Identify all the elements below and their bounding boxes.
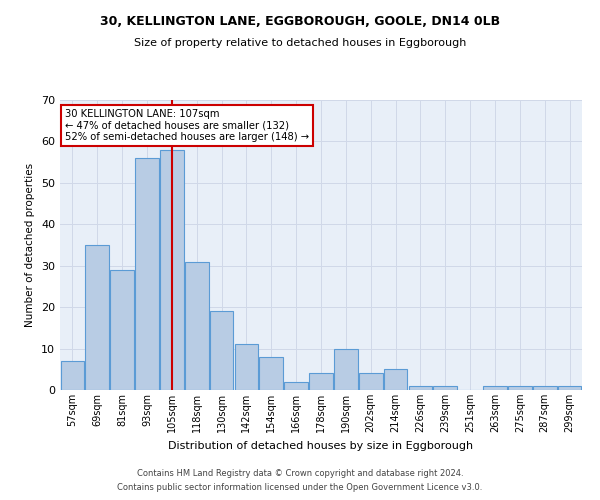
Y-axis label: Number of detached properties: Number of detached properties [25,163,35,327]
Bar [384,370,407,390]
Bar [359,374,383,390]
Bar [533,386,557,390]
Bar [85,245,109,390]
Bar [508,386,532,390]
Text: Size of property relative to detached houses in Eggborough: Size of property relative to detached ho… [134,38,466,48]
Text: Contains HM Land Registry data © Crown copyright and database right 2024.: Contains HM Land Registry data © Crown c… [137,468,463,477]
Bar [309,374,333,390]
Bar [235,344,258,390]
Bar [334,348,358,390]
Bar [185,262,209,390]
Bar [259,357,283,390]
Bar [409,386,432,390]
Bar [558,386,581,390]
Text: 30, KELLINGTON LANE, EGGBOROUGH, GOOLE, DN14 0LB: 30, KELLINGTON LANE, EGGBOROUGH, GOOLE, … [100,15,500,28]
Bar [284,382,308,390]
Bar [61,361,84,390]
Bar [135,158,159,390]
Bar [433,386,457,390]
X-axis label: Distribution of detached houses by size in Eggborough: Distribution of detached houses by size … [169,440,473,450]
Bar [483,386,507,390]
Bar [110,270,134,390]
Bar [210,312,233,390]
Text: 30 KELLINGTON LANE: 107sqm
← 47% of detached houses are smaller (132)
52% of sem: 30 KELLINGTON LANE: 107sqm ← 47% of deta… [65,108,310,142]
Text: Contains public sector information licensed under the Open Government Licence v3: Contains public sector information licen… [118,484,482,492]
Bar [160,150,184,390]
